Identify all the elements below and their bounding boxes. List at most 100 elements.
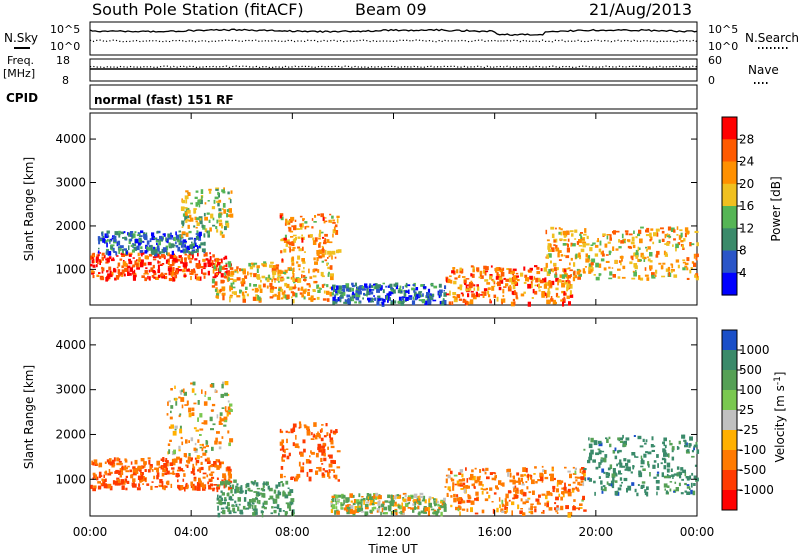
velocity-echo-cell [228, 510, 232, 515]
power-echo-cell [283, 237, 287, 241]
power-echo-cell [185, 232, 189, 237]
power-echo-cell [523, 266, 526, 271]
velocity-echo-cell [221, 407, 225, 409]
velocity-echo-cell [669, 442, 673, 446]
power-echo-cell [214, 196, 219, 200]
power-echo-cell [132, 274, 137, 278]
power-echo-cell [166, 250, 168, 256]
power-echo-cell [324, 220, 328, 223]
power-echo-cell [204, 252, 208, 257]
power-echo-cell [686, 257, 690, 262]
velocity-echo-cell [686, 476, 690, 481]
velocity-echo-cell [575, 507, 579, 510]
power-echo-cell [255, 294, 258, 297]
power-echo-cell [505, 278, 510, 282]
velocity-echo-cell [229, 403, 233, 407]
velocity-echo-cell [321, 445, 325, 449]
velocity-echo-cell [627, 466, 631, 472]
power-echo-cell [227, 214, 230, 217]
power-echo-cell [645, 249, 648, 252]
power-echo-cell [282, 294, 286, 299]
power-echo-cell [301, 222, 304, 228]
power-echo-cell [284, 234, 287, 240]
power-echo-cell [465, 284, 469, 287]
power-echo-cell [570, 244, 572, 247]
velocity-echo-cell [673, 473, 678, 476]
power-echo-cell [147, 275, 149, 280]
power-echo-cell [438, 294, 441, 299]
velocity-echo-cell [281, 483, 285, 487]
velocity-echo-cell [313, 422, 317, 427]
velocity-echo-cell [96, 463, 99, 466]
power-echo-cell [193, 246, 195, 249]
power-echo-cell [302, 218, 305, 221]
velocity-echo-cell [375, 492, 379, 497]
power-echo-cell [558, 281, 562, 283]
velocity-echo-cell [597, 448, 601, 451]
velocity-echo-cell [222, 381, 225, 385]
power-echo-cell [129, 238, 133, 242]
velocity-echo-cell [220, 418, 225, 422]
velocity-echo-cell [158, 466, 161, 469]
velocity-y-tick-label: 1000 [55, 472, 86, 486]
velocity-echo-cell [594, 491, 596, 496]
velocity-echo-cell [287, 491, 292, 496]
velocity-echo-cell [92, 462, 95, 466]
power-echo-cell [689, 269, 692, 274]
velocity-echo-cell [201, 443, 204, 447]
power-echo-cell [331, 215, 334, 219]
velocity-echo-cell [224, 381, 229, 386]
power-echo-cell [303, 296, 306, 300]
power-echo-cell [550, 226, 555, 230]
power-echo-cell [127, 232, 129, 236]
power-echo-cell [556, 267, 559, 271]
power-echo-cell [332, 222, 336, 224]
velocity-echo-cell [203, 420, 208, 425]
power-echo-cell [244, 275, 248, 279]
power-echo-cell [503, 286, 507, 288]
velocity-echo-cell [282, 454, 286, 458]
velocity-echo-cell [640, 455, 643, 460]
power-echo-cell [566, 286, 569, 291]
power-echo-cell [291, 225, 295, 228]
power-echo-cell [120, 252, 124, 255]
power-echo-cell [588, 266, 592, 271]
velocity-echo-cell [244, 489, 247, 495]
power-echo-cell [190, 276, 192, 281]
power-echo-cell [323, 290, 326, 294]
power-echo-cell [229, 199, 232, 204]
power-echo-cell [684, 232, 687, 238]
velocity-echo-cell [343, 499, 345, 505]
power-echo-cell [211, 278, 215, 284]
power-echo-cell [198, 236, 201, 239]
velocity-echo-cell [306, 426, 310, 431]
power-echo-cell [222, 191, 226, 194]
power-echo-cell [446, 293, 450, 296]
power-echo-cell [123, 273, 126, 277]
velocity-echo-cell [479, 469, 482, 473]
power-echo-cell [229, 298, 231, 303]
velocity-echo-cell [144, 477, 147, 481]
velocity-echo-cell [641, 481, 646, 484]
velocity-echo-cell [116, 462, 120, 466]
power-echo-cell [554, 301, 557, 305]
power-echo-cell [121, 269, 125, 274]
power-echo-cell [508, 268, 512, 273]
velocity-echo-cell [504, 498, 507, 502]
velocity-echo-cell [308, 460, 312, 464]
velocity-echo-cell [167, 401, 169, 406]
power-echo-cell [183, 248, 187, 254]
velocity-echo-cell [601, 490, 604, 494]
power-echo-cell [627, 245, 632, 249]
power-echo-cell [562, 301, 565, 307]
power-echo-cell [633, 230, 635, 234]
velocity-echo-cell [498, 480, 502, 485]
power-echo-cell [134, 260, 137, 266]
velocity-echo-cell [615, 473, 618, 477]
velocity-echo-cell [550, 473, 554, 478]
velocity-echo-cell [588, 443, 593, 449]
velocity-echo-cell [287, 487, 290, 489]
velocity-echo-cell [287, 431, 290, 434]
velocity-echo-cell [112, 480, 116, 485]
velocity-echo-cell [428, 502, 432, 508]
